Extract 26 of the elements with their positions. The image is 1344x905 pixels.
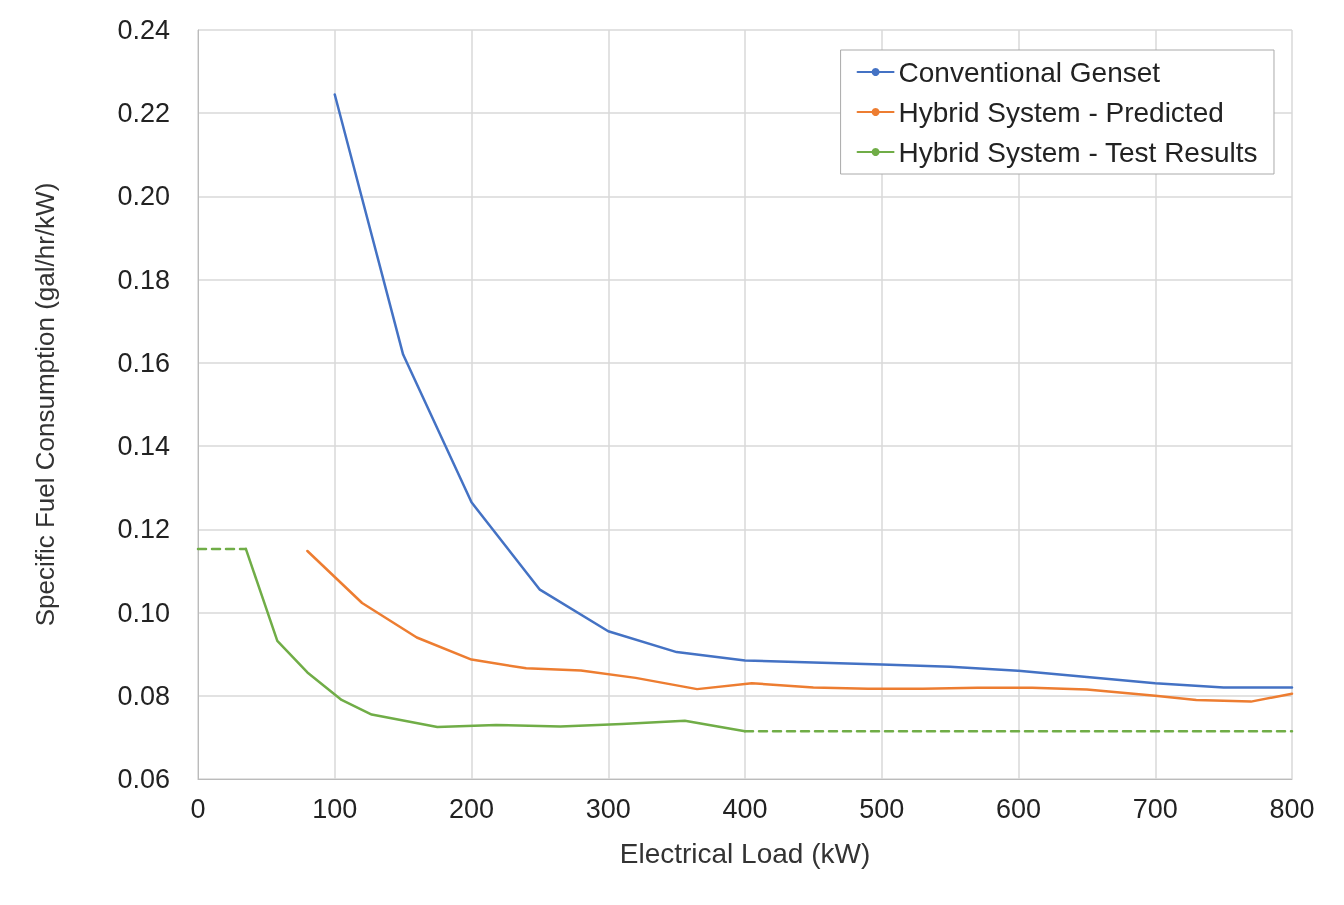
y-tick-label: 0.12 bbox=[117, 514, 170, 545]
y-tick-label: 0.08 bbox=[117, 680, 170, 711]
x-tick-label: 400 bbox=[722, 793, 768, 824]
x-tick-label: 800 bbox=[1269, 793, 1315, 824]
legend-label: Hybrid System - Predicted bbox=[898, 96, 1224, 128]
y-tick-label: 0.24 bbox=[117, 15, 170, 45]
x-tick-label: 600 bbox=[995, 793, 1042, 824]
x-tick-label: 300 bbox=[585, 793, 631, 824]
x-tick-label: 700 bbox=[1132, 793, 1178, 824]
x-tick-label: 200 bbox=[448, 793, 495, 824]
y-tick-label: 0.20 bbox=[117, 181, 170, 212]
y-axis-title: Specific Fuel Consumption (gal/hr/kW) bbox=[30, 182, 60, 627]
y-tick-label: 0.18 bbox=[117, 264, 170, 295]
y-tick-label: 0.06 bbox=[117, 764, 170, 794]
y-tick-label: 0.10 bbox=[117, 597, 170, 628]
line-series bbox=[306, 549, 1294, 703]
x-tick-label: 500 bbox=[859, 793, 905, 824]
x-tick-label: 100 bbox=[312, 793, 358, 824]
legend-label: Conventional Genset bbox=[898, 56, 1161, 88]
y-tick-label: 0.16 bbox=[117, 347, 170, 378]
legend-label: Hybrid System - Test Results bbox=[898, 136, 1258, 168]
y-tick-label: 0.22 bbox=[117, 98, 170, 129]
x-tick-label: 0 bbox=[190, 793, 206, 824]
line-series bbox=[333, 93, 1294, 689]
y-tick-label: 0.14 bbox=[117, 431, 170, 462]
x-axis-title: Electrical Load (kW) bbox=[619, 837, 871, 869]
